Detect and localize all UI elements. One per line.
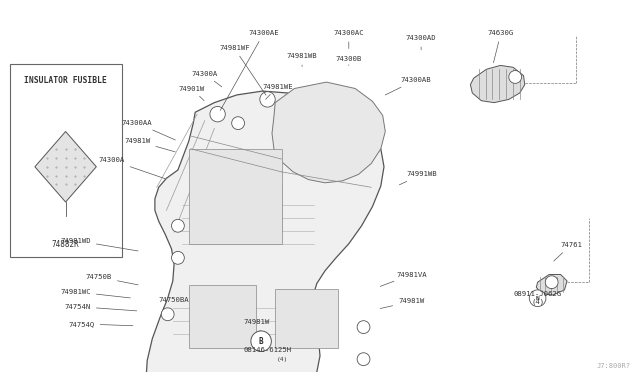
FancyBboxPatch shape: [189, 149, 282, 244]
Text: 74754N: 74754N: [65, 304, 137, 311]
Text: 74981WE: 74981WE: [262, 84, 293, 99]
Text: 74630G: 74630G: [488, 31, 514, 63]
Text: 74901W: 74901W: [179, 86, 205, 101]
Circle shape: [210, 106, 225, 122]
Text: 74981W: 74981W: [244, 319, 270, 331]
Polygon shape: [470, 65, 525, 103]
Text: 74981W: 74981W: [124, 138, 175, 152]
Text: 74754Q: 74754Q: [68, 321, 133, 327]
Text: 74981VA: 74981VA: [380, 272, 428, 286]
Text: 08146-6125H: 08146-6125H: [243, 341, 292, 353]
Text: 74300AE: 74300AE: [220, 31, 279, 110]
Text: 74981W: 74981W: [380, 298, 424, 308]
Circle shape: [529, 290, 546, 307]
Text: 74991WB: 74991WB: [399, 171, 437, 185]
Polygon shape: [272, 82, 385, 183]
FancyBboxPatch shape: [189, 285, 256, 347]
Text: 74300AB: 74300AB: [385, 77, 431, 95]
Circle shape: [509, 71, 522, 83]
Text: 74882R: 74882R: [52, 240, 79, 249]
Text: 74300AA: 74300AA: [122, 120, 175, 140]
Circle shape: [260, 92, 275, 107]
Text: 74300AC: 74300AC: [333, 31, 364, 48]
Text: 74300AD: 74300AD: [406, 35, 436, 50]
Text: B: B: [259, 337, 264, 346]
Text: 74300A: 74300A: [99, 157, 165, 179]
Polygon shape: [35, 131, 96, 202]
Text: (4): (4): [277, 357, 289, 362]
Text: 74300B: 74300B: [335, 56, 362, 65]
Circle shape: [357, 353, 370, 366]
Circle shape: [172, 251, 184, 264]
Circle shape: [357, 321, 370, 334]
Text: 74750B: 74750B: [86, 274, 138, 285]
FancyBboxPatch shape: [275, 289, 338, 347]
Text: N: N: [536, 296, 540, 301]
Circle shape: [545, 276, 558, 289]
Text: 74750BA: 74750BA: [159, 297, 189, 308]
Polygon shape: [146, 91, 384, 372]
Text: 74300A: 74300A: [191, 71, 222, 87]
Circle shape: [161, 308, 174, 321]
Text: INSULATOR FUSIBLE: INSULATOR FUSIBLE: [24, 76, 107, 85]
Text: 08911-J062G
(4): 08911-J062G (4): [513, 289, 562, 305]
Text: 74981WC: 74981WC: [60, 289, 131, 298]
Circle shape: [251, 331, 271, 352]
Text: 74981WF: 74981WF: [219, 45, 266, 95]
Text: 74981WB: 74981WB: [287, 54, 317, 67]
Text: 74761: 74761: [554, 242, 582, 261]
Text: 74981WD: 74981WD: [60, 237, 138, 251]
FancyBboxPatch shape: [10, 64, 122, 257]
Polygon shape: [536, 275, 567, 295]
Circle shape: [232, 117, 244, 129]
Text: J7:800R?: J7:800R?: [596, 363, 630, 369]
Circle shape: [172, 219, 184, 232]
